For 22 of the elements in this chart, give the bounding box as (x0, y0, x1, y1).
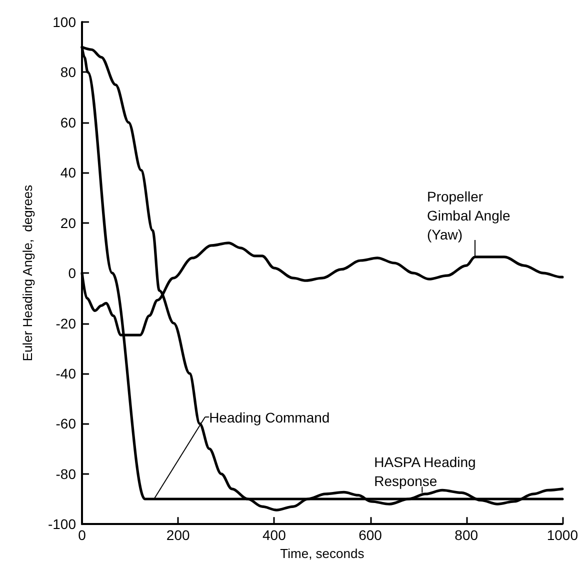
x-tick-label: 800 (454, 527, 478, 544)
y-tick-label: -40 (56, 365, 76, 382)
y-tick-label: -80 (56, 466, 76, 482)
x-tick-label: 400 (262, 527, 286, 544)
x-tick-label: 200 (166, 527, 190, 544)
y-tick-label: 20 (60, 214, 76, 231)
y-tick-label: 40 (60, 164, 76, 181)
y-tick-label: 80 (60, 64, 76, 80)
annotation: HASPA Heading Response (374, 454, 476, 490)
x-tick-label: 1000 (546, 527, 578, 544)
y-tick-label: 100 (52, 14, 76, 30)
annotation: Propeller Gimbal Angle (Yaw) (426, 188, 510, 242)
x-tick-label: 0 (78, 527, 86, 544)
y-tick-label: 60 (60, 114, 76, 130)
annotation: Heading Command (209, 409, 330, 426)
x-axis-title: Time, seconds (280, 546, 365, 561)
y-tick-label: -20 (56, 315, 76, 332)
y-tick-label: -100 (48, 516, 76, 532)
y-axis-title: Euler Heading Angle, degrees (20, 184, 35, 362)
y-tick-label: -60 (56, 416, 76, 432)
y-tick-label: 0 (68, 265, 76, 282)
x-tick-label: 600 (358, 527, 382, 544)
